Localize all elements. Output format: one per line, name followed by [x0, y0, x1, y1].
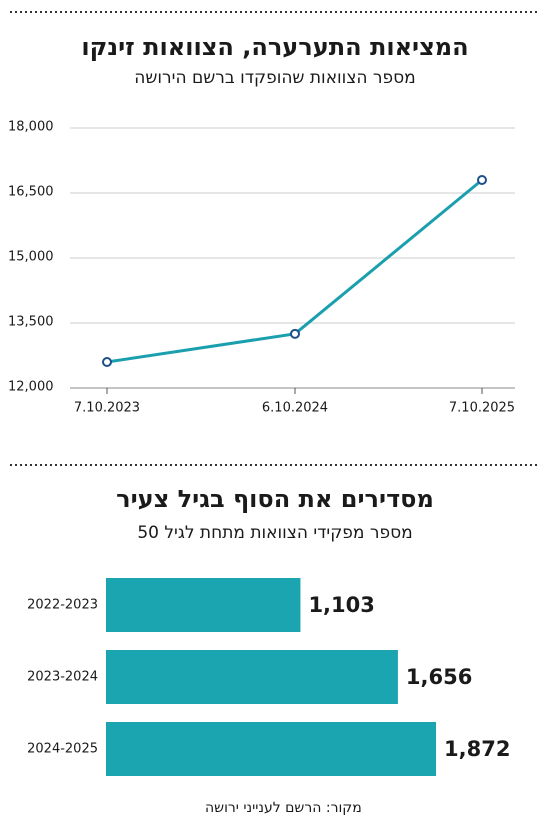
x-tick-label: 7.10.2025: [449, 401, 515, 416]
x-tick-label: 7.10.2023: [74, 401, 140, 416]
category-label: 2022-2023: [27, 598, 98, 613]
y-tick-label: 16,500: [8, 185, 54, 200]
x-tick-label: 6.10.2024: [262, 401, 328, 416]
chart-subtitle: מספר מפקידי הצוואות מתחת לגיל 50: [137, 523, 412, 543]
category-label: 2023-2024: [27, 670, 98, 685]
point: [477, 175, 487, 185]
bar: [106, 650, 398, 704]
chart-title: מסדירים את הסוף בגיל צעיר: [116, 485, 434, 513]
y-tick-label: 18,000: [8, 120, 54, 135]
y-tick-label: 13,500: [8, 315, 54, 330]
source: מקור: הרשם לענייני ירושה: [205, 800, 362, 816]
y-tick-label: 12,000: [8, 380, 54, 395]
bar: [106, 722, 436, 776]
value-label: 1,103: [308, 593, 374, 617]
chart-title: המציאות התערערה, הצוואות זינקו: [81, 33, 468, 61]
chart-subtitle: מספר הצוואות שהופקדו ברשם הירושה: [134, 68, 415, 88]
value-label: 1,656: [406, 665, 472, 689]
bar: [106, 578, 301, 632]
y-tick-label: 15,000: [8, 250, 54, 265]
category-label: 2024-2025: [27, 742, 98, 757]
value-label: 1,872: [444, 737, 510, 761]
point: [102, 357, 112, 367]
point: [290, 328, 300, 339]
